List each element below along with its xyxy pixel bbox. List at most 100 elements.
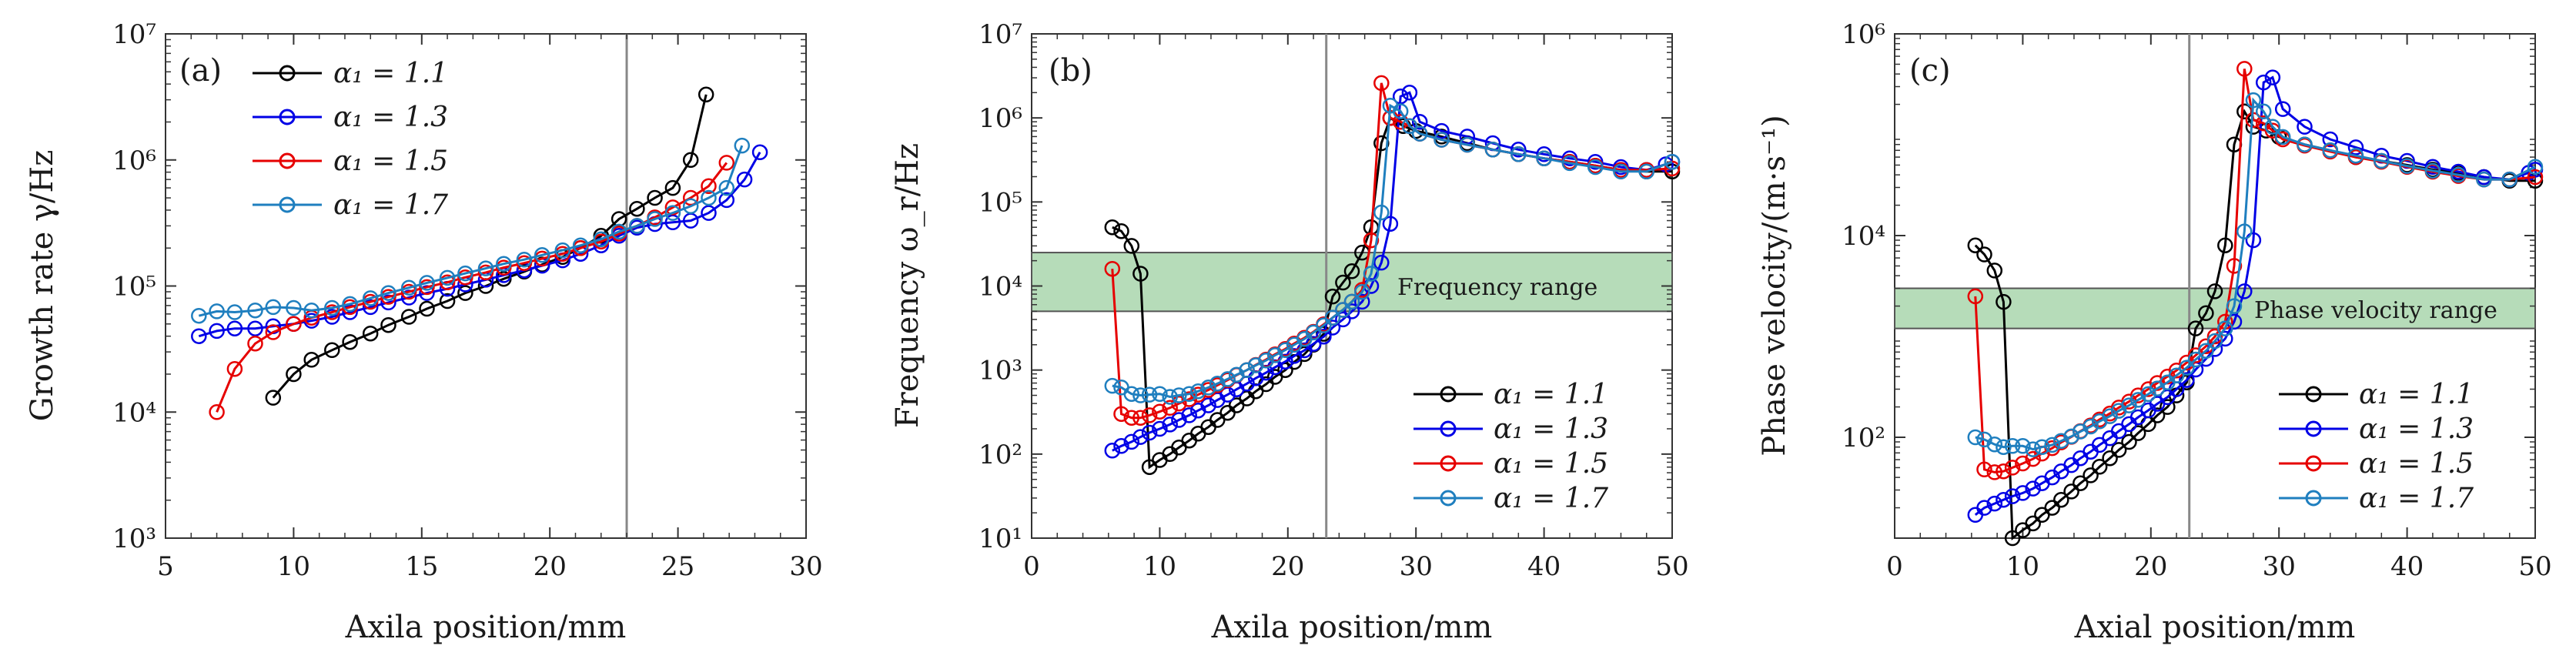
data-point (718, 192, 735, 209)
data-point (2187, 320, 2204, 336)
data-point (286, 316, 302, 333)
legend-label: α₁ = 1.5 (2359, 448, 2474, 480)
data-point (1152, 420, 1168, 437)
x-tick-label: 25 (661, 551, 694, 582)
panel-label: (b) (1049, 53, 1092, 89)
data-point (1141, 386, 1158, 403)
legend-label: α₁ = 1.3 (1494, 413, 1608, 445)
data-point (2083, 418, 2099, 435)
y-tick-label: 10⁷ (112, 19, 156, 50)
data-point (1113, 406, 1129, 422)
panel-label: (a) (179, 53, 222, 89)
legend-item: α₁ = 1.5 (2279, 448, 2474, 480)
data-point (1536, 146, 1552, 162)
data-point (2025, 450, 2041, 467)
data-point (439, 274, 456, 290)
data-point (2159, 399, 2176, 415)
data-point (2217, 320, 2233, 336)
data-point (647, 189, 663, 206)
data-point (457, 285, 473, 301)
ticks-layer: 5 10 15 20 25 30 10³ 10⁴ 10⁵ 10⁶ 10⁷ (112, 19, 823, 582)
data-point (664, 179, 681, 196)
data-point (1638, 163, 1654, 180)
x-tick-label: 50 (2518, 551, 2551, 582)
data-point (1200, 380, 1216, 396)
data-point (1363, 266, 1380, 282)
y-tick-label: 10⁶ (1842, 19, 1885, 50)
data-point (2245, 232, 2262, 249)
data-point (1152, 403, 1168, 420)
x-tick-label: 30 (1400, 551, 1433, 582)
data-point (2476, 171, 2492, 188)
data-point (664, 214, 681, 231)
data-point (2053, 433, 2069, 449)
data-point (2399, 158, 2415, 174)
data-point (629, 218, 645, 234)
data-point (303, 352, 319, 368)
series-line (1975, 97, 2536, 451)
data-point (664, 205, 681, 221)
data-point (1401, 118, 1418, 134)
y-tick-label: 10⁵ (979, 187, 1022, 218)
legend-marker (1440, 420, 1457, 437)
data-point (209, 303, 225, 319)
data-point (1219, 371, 1236, 387)
data-point (682, 152, 699, 169)
data-point (2264, 119, 2281, 135)
x-tick-label: 10 (277, 551, 310, 582)
series-layer (191, 86, 768, 420)
data-point (1459, 136, 1476, 153)
data-point (701, 178, 717, 194)
data-point (1411, 125, 1428, 142)
data-point (1277, 342, 1293, 358)
data-point (226, 320, 243, 336)
legend-marker (2305, 386, 2322, 403)
y-tick-label: 10⁶ (979, 103, 1022, 134)
data-point (2063, 428, 2079, 445)
data-point (342, 296, 358, 313)
data-point (2322, 131, 2339, 148)
data-point (1162, 400, 1178, 416)
data-point (1152, 386, 1168, 402)
data-point (682, 198, 699, 215)
data-point (1664, 153, 1681, 170)
data-point (516, 251, 533, 268)
data-point (1123, 386, 1140, 402)
legend-label: α₁ = 1.1 (2359, 379, 2474, 410)
legend-label: α₁ = 1.3 (2359, 413, 2474, 445)
data-point (1986, 495, 2003, 512)
data-point (1335, 302, 1351, 318)
data-point (701, 205, 717, 221)
legend: α₁ = 1.1 α₁ = 1.3 α₁ = 1.5 α₁ = 1.7 (1413, 379, 1608, 514)
data-point (1967, 288, 1984, 305)
data-point (2264, 69, 2281, 85)
data-point (2004, 460, 2021, 476)
data-point (2450, 166, 2467, 183)
legend-item: α₁ = 1.1 (1413, 379, 1608, 410)
data-point (1434, 122, 1450, 139)
data-point (1996, 491, 2012, 508)
legend-label: α₁ = 1.5 (1494, 448, 1608, 480)
data-point (2217, 237, 2233, 253)
legend-item: α₁ = 1.7 (2279, 483, 2474, 514)
y-tick-label: 10⁵ (112, 272, 156, 303)
data-point (342, 333, 358, 350)
data-point (191, 307, 207, 324)
data-point (1976, 461, 1992, 478)
data-point (439, 293, 456, 309)
data-point (265, 390, 282, 406)
data-point (362, 299, 379, 316)
data-point (2149, 407, 2166, 423)
x-tick-label: 50 (1655, 551, 1688, 582)
data-point (1392, 103, 1409, 119)
data-point (2004, 530, 2021, 547)
band-label: Frequency range (1397, 274, 1597, 301)
panel-b: 0 10 20 30 40 50 10¹ 10² 10³ 10⁴ 10⁵ 10⁶ 10⁷ (b) Fre… (890, 19, 1689, 645)
data-point (303, 302, 319, 319)
data-point (2140, 386, 2156, 403)
data-point (1104, 260, 1121, 277)
data-point (1104, 443, 1121, 459)
data-point (718, 155, 735, 171)
data-point (1976, 500, 1992, 516)
